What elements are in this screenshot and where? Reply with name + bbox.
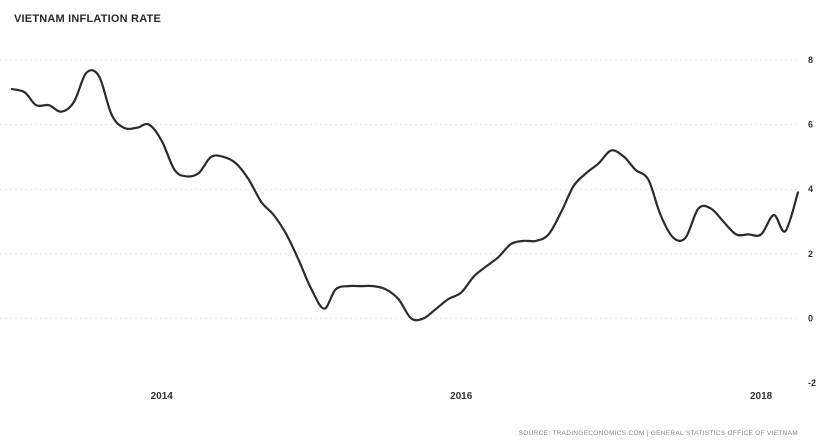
data-point <box>272 213 276 217</box>
data-point <box>696 207 700 211</box>
data-point <box>284 232 288 236</box>
data-point <box>459 291 463 295</box>
data-point <box>346 284 350 288</box>
data-point <box>334 287 338 291</box>
data-point <box>122 126 126 130</box>
data-point <box>59 110 63 114</box>
data-point <box>247 178 251 182</box>
data-point <box>772 213 776 217</box>
data-point <box>259 200 263 204</box>
data-point <box>759 232 763 236</box>
data-point <box>297 258 301 262</box>
data-point <box>796 190 800 194</box>
data-point <box>47 103 51 107</box>
data-point <box>209 155 213 159</box>
data-point <box>160 139 164 143</box>
inflation-series-line <box>10 69 800 322</box>
data-point <box>609 148 613 152</box>
data-point <box>509 242 513 246</box>
data-point <box>783 229 787 233</box>
data-point <box>434 307 438 311</box>
y-axis-ticks: 8 6 4 2 0 -2 <box>808 55 816 388</box>
data-point <box>684 236 688 240</box>
data-point <box>497 255 501 259</box>
x-axis-ticks: 2014 2016 2018 <box>151 391 773 402</box>
y-tick-label: 6 <box>808 120 813 130</box>
data-point <box>522 239 526 243</box>
data-point <box>310 287 314 291</box>
data-point <box>646 178 650 182</box>
data-point <box>622 155 626 159</box>
y-tick-label: 4 <box>808 184 813 194</box>
data-point <box>659 213 663 217</box>
data-point <box>484 265 488 269</box>
data-point <box>23 90 27 94</box>
data-point <box>173 168 177 172</box>
chart-title: VIETNAM INFLATION RATE <box>14 13 161 25</box>
data-point <box>147 123 151 127</box>
data-point <box>396 297 400 301</box>
data-point <box>371 284 375 288</box>
data-point <box>72 100 76 104</box>
chart-source: SOURCE: TRADINGECONOMICS.COM | GENERAL S… <box>518 430 798 437</box>
data-point <box>234 161 238 165</box>
data-point <box>597 161 601 165</box>
x-tick-label: 2014 <box>151 391 174 402</box>
data-point <box>584 171 588 175</box>
data-point <box>721 220 725 224</box>
data-point <box>359 284 363 288</box>
data-point <box>84 71 88 75</box>
data-point <box>447 297 451 301</box>
data-point <box>222 155 226 159</box>
data-point <box>572 184 576 188</box>
data-point <box>746 232 750 236</box>
data-point <box>559 210 563 214</box>
data-point <box>634 168 638 172</box>
x-tick-label: 2018 <box>750 391 773 402</box>
data-point <box>547 232 551 236</box>
data-point <box>184 174 188 178</box>
data-point <box>322 307 326 311</box>
data-point <box>135 126 139 130</box>
y-tick-label: -2 <box>808 378 816 388</box>
data-point <box>472 274 476 278</box>
x-tick-label: 2016 <box>450 391 473 402</box>
y-tick-label: 2 <box>808 249 813 259</box>
data-point <box>110 113 114 117</box>
y-tick-label: 0 <box>808 313 813 323</box>
data-point <box>422 316 426 320</box>
data-point <box>534 239 538 243</box>
data-point <box>34 103 38 107</box>
data-point <box>97 74 101 78</box>
data-point <box>734 232 738 236</box>
data-point <box>197 171 201 175</box>
data-point <box>671 236 675 240</box>
grid-lines <box>0 59 800 319</box>
data-points <box>10 71 800 321</box>
data-point <box>409 316 413 320</box>
data-point <box>384 287 388 291</box>
data-point <box>709 207 713 211</box>
y-tick-label: 8 <box>808 55 813 65</box>
data-point <box>10 87 14 91</box>
